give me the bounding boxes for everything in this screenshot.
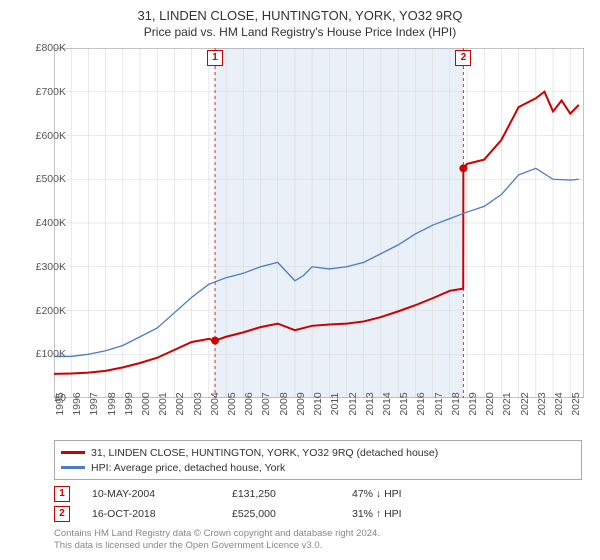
chart-title: 31, LINDEN CLOSE, HUNTINGTON, YORK, YO32… [0, 0, 600, 23]
sale-marker-1: 1 [207, 50, 223, 66]
xtick-label: 1997 [88, 392, 100, 415]
legend-swatch [61, 451, 85, 454]
xtick-label: 2016 [415, 392, 427, 415]
xtick-label: 2000 [140, 392, 152, 415]
xtick-label: 2025 [570, 392, 582, 415]
xtick-label: 2008 [278, 392, 290, 415]
ytick-label: £100K [36, 348, 66, 360]
legend-label: 31, LINDEN CLOSE, HUNTINGTON, YORK, YO32… [91, 447, 438, 459]
chart-area [54, 48, 584, 398]
sales-marker-box: 1 [54, 486, 70, 502]
xtick-label: 2002 [174, 392, 186, 415]
footer-line1: Contains HM Land Registry data © Crown c… [54, 528, 380, 540]
chart-container: 31, LINDEN CLOSE, HUNTINGTON, YORK, YO32… [0, 0, 600, 560]
ytick-label: £400K [36, 217, 66, 229]
sales-date: 16-OCT-2018 [92, 508, 232, 520]
xtick-label: 2009 [295, 392, 307, 415]
sales-price: £525,000 [232, 508, 352, 520]
ytick-label: £300K [36, 261, 66, 273]
legend-row: HPI: Average price, detached house, York [61, 460, 575, 475]
xtick-label: 2023 [536, 392, 548, 415]
footer-line2: This data is licensed under the Open Gov… [54, 540, 380, 552]
sales-row: 2 16-OCT-2018£525,00031% ↑ HPI [54, 504, 462, 524]
chart-subtitle: Price paid vs. HM Land Registry's House … [0, 23, 600, 39]
xtick-label: 2005 [226, 392, 238, 415]
sales-pct: 47% ↓ HPI [352, 488, 462, 500]
legend-swatch [61, 466, 85, 469]
sales-marker-box: 2 [54, 506, 70, 522]
sales-price: £131,250 [232, 488, 352, 500]
xtick-label: 1996 [71, 392, 83, 415]
ytick-label: £200K [36, 305, 66, 317]
xtick-label: 2017 [433, 392, 445, 415]
ytick-label: £800K [36, 42, 66, 54]
xtick-label: 2003 [192, 392, 204, 415]
sale-marker-2: 2 [455, 50, 471, 66]
xtick-label: 1998 [106, 392, 118, 415]
xtick-label: 2001 [157, 392, 169, 415]
xtick-label: 2006 [243, 392, 255, 415]
legend-row: 31, LINDEN CLOSE, HUNTINGTON, YORK, YO32… [61, 445, 575, 460]
ytick-label: £600K [36, 130, 66, 142]
sales-date: 10-MAY-2004 [92, 488, 232, 500]
xtick-label: 2020 [484, 392, 496, 415]
sales-pct: 31% ↑ HPI [352, 508, 462, 520]
xtick-label: 2014 [381, 392, 393, 415]
xtick-label: 2015 [398, 392, 410, 415]
chart-svg [54, 48, 584, 398]
footer: Contains HM Land Registry data © Crown c… [54, 528, 380, 552]
xtick-label: 2013 [364, 392, 376, 415]
xtick-label: 2012 [347, 392, 359, 415]
ytick-label: £700K [36, 86, 66, 98]
sales-row: 1 10-MAY-2004£131,25047% ↓ HPI [54, 484, 462, 504]
sales-table: 1 10-MAY-2004£131,25047% ↓ HPI 2 16-OCT-201… [54, 484, 462, 524]
xtick-label: 1999 [123, 392, 135, 415]
xtick-label: 2022 [519, 392, 531, 415]
xtick-label: 2004 [209, 392, 221, 415]
xtick-label: 2018 [450, 392, 462, 415]
xtick-label: 2007 [260, 392, 272, 415]
xtick-label: 1995 [54, 392, 66, 415]
xtick-label: 2011 [329, 393, 341, 416]
xtick-label: 2024 [553, 392, 565, 415]
xtick-label: 2010 [312, 392, 324, 415]
ytick-label: £500K [36, 173, 66, 185]
xtick-label: 2021 [501, 392, 513, 415]
legend: 31, LINDEN CLOSE, HUNTINGTON, YORK, YO32… [54, 440, 582, 480]
xtick-label: 2019 [467, 392, 479, 415]
legend-label: HPI: Average price, detached house, York [91, 462, 285, 474]
